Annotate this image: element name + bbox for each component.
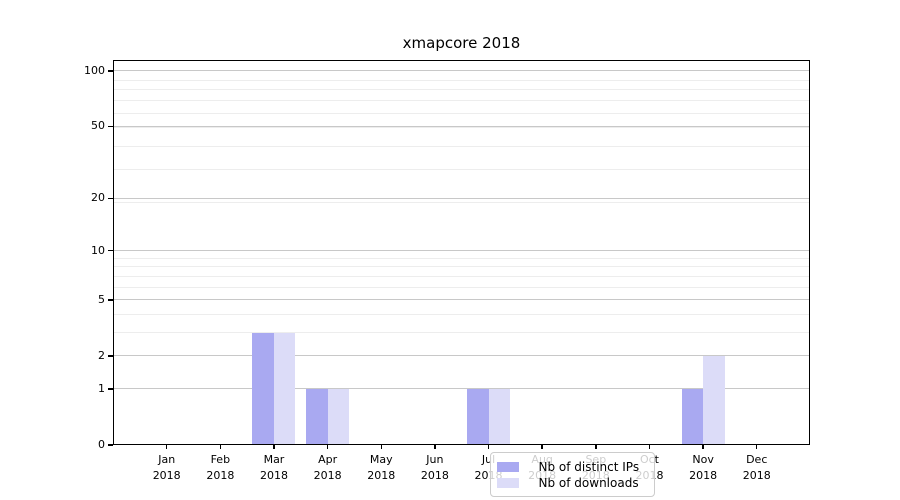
x-tick-mark — [326, 445, 329, 449]
x-tick-month: Nov — [692, 453, 714, 466]
y-tick-mark — [108, 125, 113, 128]
legend-swatch-distinct-ips — [497, 462, 519, 472]
x-tick-mark — [487, 445, 490, 449]
x-tick-month: Dec — [746, 453, 768, 466]
minor-gridline — [113, 201, 810, 203]
x-tick-year: 2018 — [259, 469, 288, 482]
x-tick-mark — [702, 445, 704, 449]
major-gridline — [113, 250, 810, 252]
x-tick-mark — [166, 445, 168, 449]
x-tick-year: 2018 — [689, 469, 718, 482]
minor-gridline — [113, 266, 810, 268]
y-tick-label: 0 — [98, 438, 105, 451]
major-gridline — [113, 299, 810, 301]
x-tick-month: Feb — [210, 453, 231, 466]
x-tick-mark — [434, 445, 436, 449]
x-tick-label: Nov 2018 — [675, 452, 731, 484]
bar-jul-distinct-ips — [467, 388, 489, 445]
y-tick-label: 10 — [91, 243, 105, 257]
chart-title: xmapcore 2018 — [402, 34, 521, 52]
y-tick-label: 1 — [98, 381, 105, 395]
x-tick-month: Jan — [158, 453, 176, 466]
major-gridline — [113, 355, 810, 357]
minor-gridline — [113, 145, 810, 147]
y-tick-mark — [108, 197, 113, 200]
minor-gridline — [113, 257, 810, 259]
bar-jul-downloads — [488, 388, 511, 445]
x-tick-year: 2018 — [367, 469, 396, 482]
bar-nov-downloads — [703, 355, 725, 445]
x-tick-mark — [541, 445, 543, 449]
minor-gridline — [113, 275, 810, 277]
x-tick-mark — [595, 445, 597, 449]
x-tick-label: Jun 2018 — [407, 452, 463, 484]
bar-apr-distinct-ips — [306, 388, 328, 445]
bar-mar-distinct-ips — [252, 332, 274, 445]
y-tick-mark — [108, 70, 113, 72]
minor-gridline — [113, 79, 810, 81]
x-tick-label: May 2018 — [353, 452, 409, 484]
minor-gridline — [113, 100, 810, 102]
y-tick-label: 2 — [98, 348, 105, 362]
minor-gridline — [113, 168, 810, 170]
x-tick-month: Apr — [318, 453, 338, 466]
plot-area: Nb of distinct IPs Nb of downloads — [113, 60, 810, 497]
x-tick-year: 2018 — [206, 469, 235, 482]
bar-mar-downloads — [273, 332, 296, 445]
x-tick-mark — [273, 445, 275, 449]
x-tick-mark — [756, 445, 758, 449]
x-tick-month: Jun — [426, 453, 444, 466]
minor-gridline — [113, 286, 810, 288]
x-tick-label: Apr 2018 — [300, 452, 356, 484]
minor-gridline — [113, 332, 810, 334]
minor-gridline — [113, 89, 810, 91]
y-tick-mark — [108, 444, 113, 446]
y-tick-mark — [108, 388, 113, 390]
y-tick-label: 5 — [98, 292, 105, 306]
y-tick-label: 20 — [91, 191, 105, 205]
x-tick-mark — [219, 445, 222, 449]
y-tick-mark — [108, 355, 113, 357]
legend-item-downloads: Nb of downloads — [497, 475, 654, 491]
x-tick-mark — [380, 445, 382, 449]
minor-gridline — [113, 127, 810, 129]
bar-nov-distinct-ips — [681, 388, 704, 445]
x-tick-label: Jan 2018 — [139, 452, 195, 484]
x-tick-year: 2018 — [742, 469, 771, 482]
minor-gridline — [113, 112, 810, 114]
legend-item-distinct-ips: Nb of distinct IPs — [497, 459, 654, 475]
x-tick-month: May — [369, 453, 393, 466]
y-tick-label: 100 — [84, 63, 105, 77]
legend-label-downloads: Nb of downloads — [538, 476, 639, 490]
legend: Nb of distinct IPs Nb of downloads — [490, 452, 655, 497]
x-tick-month: Mar — [263, 453, 285, 466]
legend-label-distinct-ips: Nb of distinct IPs — [538, 460, 640, 474]
x-tick-year: 2018 — [313, 469, 342, 482]
y-tick-mark — [108, 299, 113, 301]
major-gridline — [113, 388, 810, 390]
x-tick-mark — [648, 445, 651, 449]
minor-gridline — [113, 314, 810, 316]
major-gridline — [113, 197, 810, 199]
legend-swatch-downloads — [497, 478, 519, 488]
x-tick-year: 2018 — [152, 469, 181, 482]
major-gridline — [113, 70, 810, 72]
x-tick-year: 2018 — [420, 469, 449, 482]
major-gridline — [113, 125, 810, 127]
x-tick-label: Dec 2018 — [729, 452, 785, 484]
x-tick-label: Feb 2018 — [192, 452, 248, 484]
y-tick-label: 50 — [91, 119, 105, 133]
x-tick-label: Mar 2018 — [246, 452, 302, 484]
bar-apr-downloads — [327, 388, 350, 445]
y-tick-mark — [108, 249, 113, 252]
